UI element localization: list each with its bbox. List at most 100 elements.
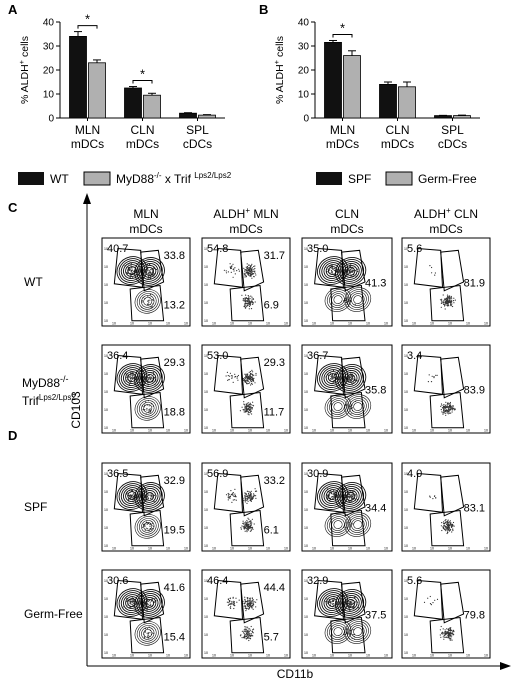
- event-dot: [250, 521, 252, 523]
- event-dot: [237, 374, 239, 377]
- event-dot: [332, 600, 335, 603]
- event-dot: [249, 406, 251, 408]
- event-dot: [351, 600, 353, 602]
- event-dot: [247, 599, 249, 601]
- event-dot: [247, 304, 249, 306]
- axis-tick: 10: [204, 508, 208, 512]
- contour-ring: [348, 398, 367, 415]
- event-dot: [246, 637, 248, 639]
- event-dot: [349, 629, 351, 632]
- axis-tick: 10: [204, 283, 208, 287]
- event-dot: [250, 308, 253, 310]
- event-dot: [252, 604, 254, 606]
- gate-double-positive: [140, 356, 165, 399]
- legend-swatch-spf: [316, 172, 342, 185]
- event-dot: [246, 531, 248, 533]
- axis-tick: 10: [404, 390, 408, 394]
- contour-ring: [344, 512, 372, 537]
- event-dot: [246, 527, 248, 529]
- event-dot: [131, 267, 133, 269]
- event-dot: [248, 371, 250, 373]
- event-dot: [331, 603, 333, 605]
- event-dot: [449, 637, 451, 640]
- event-dot: [251, 267, 253, 269]
- axis-tick: 10: [404, 490, 408, 494]
- bar: [69, 36, 87, 119]
- event-dot: [351, 495, 353, 498]
- axis-tick: 10: [166, 547, 170, 551]
- event-dot: [237, 379, 239, 381]
- event-dot: [436, 374, 438, 376]
- event-dot: [246, 634, 248, 637]
- event-dot: [241, 406, 243, 408]
- event-dot: [249, 304, 251, 306]
- gate-double-positive: [341, 474, 366, 517]
- event-dot: [244, 631, 246, 633]
- contour-ring: [142, 265, 157, 278]
- contour-ring: [143, 404, 153, 413]
- event-dot: [232, 499, 234, 501]
- axis-tick: 10: [266, 547, 270, 551]
- gate-cd103-high: [314, 248, 344, 288]
- axis-tick: 10: [304, 490, 308, 494]
- event-dot: [243, 629, 245, 631]
- axis-tick: 10: [312, 547, 316, 551]
- event-dot: [147, 600, 149, 603]
- contour-ring: [134, 396, 161, 421]
- event-dot: [453, 634, 455, 636]
- contour-ring: [143, 629, 153, 638]
- bar: [88, 62, 106, 119]
- significance-star: *: [85, 12, 90, 27]
- event-dot: [447, 526, 449, 528]
- event-dot: [244, 596, 246, 598]
- column-header-line2: mDCs: [429, 222, 462, 236]
- event-dot: [445, 411, 447, 413]
- axis-tick: 10: [366, 429, 370, 433]
- event-dot: [443, 302, 445, 304]
- gate-double-positive: [440, 249, 465, 292]
- axis-tick: 10: [104, 390, 108, 394]
- event-dot: [441, 633, 443, 635]
- event-dot: [231, 603, 233, 605]
- gate-cd103-high: [113, 580, 144, 620]
- event-dot: [432, 602, 434, 604]
- event-dot: [444, 631, 446, 633]
- event-dot: [246, 382, 248, 384]
- axis-tick: 10: [112, 654, 116, 658]
- event-dot: [244, 603, 246, 605]
- event-dot: [250, 490, 252, 492]
- event-dot: [154, 598, 156, 600]
- contour-ring: [143, 297, 153, 306]
- event-dot: [440, 636, 442, 638]
- event-dot: [349, 500, 351, 502]
- event-dot: [254, 382, 256, 384]
- event-dot: [249, 298, 251, 300]
- event-dot: [243, 300, 245, 302]
- gate-percent-lower: 6.1: [264, 524, 279, 536]
- event-dot: [433, 377, 435, 379]
- contour-ring: [143, 522, 153, 531]
- axis-tick: 10: [412, 547, 416, 551]
- event-dot: [330, 492, 332, 494]
- axis-tick: 10: [212, 322, 216, 326]
- gate-percent-upper-right: 37.5: [365, 609, 386, 621]
- event-dot: [448, 529, 450, 531]
- contour-ring: [142, 372, 157, 385]
- event-dot: [444, 407, 446, 409]
- axis-tick: 10: [204, 526, 208, 530]
- event-dot: [251, 607, 253, 609]
- event-dot: [151, 269, 153, 271]
- event-dot: [441, 299, 443, 301]
- contour-ring: [319, 365, 347, 390]
- event-dot: [451, 407, 453, 409]
- event-dot: [246, 502, 248, 504]
- event-dot: [445, 406, 447, 408]
- contour-ring: [136, 398, 159, 419]
- event-dot: [435, 374, 437, 376]
- event-dot: [446, 302, 448, 304]
- event-dot: [252, 302, 254, 304]
- event-dot: [249, 491, 251, 493]
- contour-ring: [134, 364, 165, 393]
- event-dot: [251, 270, 253, 273]
- event-dot: [251, 527, 253, 529]
